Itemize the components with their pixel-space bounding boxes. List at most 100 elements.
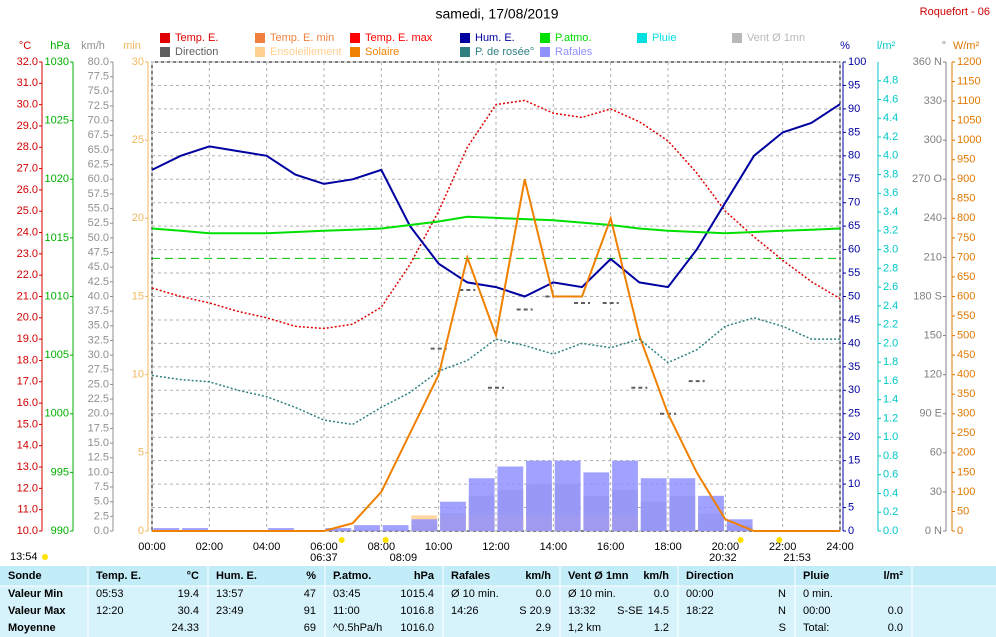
table-cell: 30.4: [178, 605, 199, 617]
table-cell: 00:00: [686, 588, 714, 600]
y-tick-label: 42.5: [88, 276, 109, 288]
y-tick-label: 37.5: [88, 305, 109, 317]
y-tick-label: 20: [848, 431, 860, 443]
bar: [354, 525, 380, 531]
axis-unit: °C: [19, 40, 31, 52]
legend-swatch: [540, 47, 550, 57]
table-cell: 12:20: [96, 605, 124, 617]
y-tick-label: 800: [957, 212, 975, 224]
event-marker: [776, 537, 783, 543]
table-cell: 18:22: [686, 605, 714, 617]
y-tick-label: 1030: [45, 56, 69, 68]
y-tick-label: 950: [957, 154, 975, 166]
y-tick-label: 300: [924, 134, 942, 146]
y-tick-label: 35.0: [88, 320, 109, 332]
table-cell: S 20.9: [519, 605, 551, 617]
y-tick-label: 1.2: [883, 412, 898, 424]
table-cell: 0.0: [536, 588, 551, 600]
y-tick-label: 21.0: [17, 290, 38, 302]
x-tick-label: 04:00: [253, 541, 281, 553]
y-tick-label: 28.0: [17, 141, 38, 153]
y-tick-label: 4.6: [883, 93, 898, 105]
bar: [698, 495, 724, 531]
y-tick-label: 1020: [45, 173, 69, 185]
y-tick-label: 240: [924, 212, 942, 224]
y-tick-label: 650: [957, 271, 975, 283]
y-tick-label: 22.5: [88, 393, 109, 405]
y-tick-label: 100: [848, 56, 866, 68]
table-cell: 00:00: [803, 605, 831, 617]
y-tick-label: 60: [930, 447, 942, 459]
legend-swatch: [637, 33, 647, 43]
y-tick-label: 2.6: [883, 281, 898, 293]
y-tick-label: 12.0: [17, 482, 38, 494]
y-tick-label: 75: [848, 173, 860, 185]
y-tick-label: 1200: [957, 56, 981, 68]
bar: [440, 501, 466, 531]
y-tick-label: 900: [957, 173, 975, 185]
y-tick-label: 47.5: [88, 246, 109, 258]
table-cell: Rafales: [451, 570, 490, 582]
y-tick-label: 15.0: [88, 437, 109, 449]
table-cell: 0.0: [654, 588, 669, 600]
y-tick-label: 11.0: [17, 504, 38, 516]
legend-swatch: [732, 33, 742, 43]
legend-swatch: [350, 47, 360, 57]
y-tick-label: 5: [138, 447, 144, 459]
y-tick-label: 30: [132, 56, 144, 68]
y-tick-label: 1005: [45, 349, 69, 361]
y-tick-label: 4.2: [883, 131, 898, 143]
table-cell: 05:53: [96, 588, 124, 600]
y-tick-label: 250: [957, 427, 975, 439]
y-tick-label: 52.5: [88, 217, 109, 229]
series-line: [151, 99, 841, 330]
bar: [669, 478, 696, 531]
table-cell: Total:: [803, 622, 829, 634]
y-tick-label: 30.0: [17, 99, 38, 111]
table-cell: 03:45: [333, 588, 361, 600]
y-tick-label: 5.0: [94, 496, 109, 508]
table-cell: 1016.0: [400, 622, 434, 634]
update-time: 13:54: [10, 551, 38, 563]
y-tick-label: 24.0: [17, 226, 38, 238]
legend-label: P. de rosée°: [475, 46, 534, 58]
table-cell: 2.9: [536, 622, 551, 634]
legend-swatch: [460, 33, 470, 43]
table-cell: l/m²: [883, 570, 903, 582]
axis-unit: °: [942, 40, 946, 52]
legend-swatch: [255, 33, 265, 43]
table-cell: hPa: [414, 570, 435, 582]
bar: [554, 460, 581, 531]
y-tick-label: 0: [138, 525, 144, 537]
bar: [612, 460, 638, 531]
x-tick-label: 06:00: [310, 541, 338, 553]
y-tick-label: 27.0: [17, 162, 38, 174]
y-tick-label: 80.0: [88, 56, 109, 68]
axis-unit: km/h: [81, 40, 105, 52]
y-tick-label: 18.0: [17, 354, 38, 366]
y-tick-label: 700: [957, 251, 975, 263]
axis-unit: hPa: [50, 40, 70, 52]
y-tick-label: 10: [848, 478, 860, 490]
table-cell: Vent Ø 1mn: [568, 570, 629, 582]
table-cell: 14:26: [451, 605, 479, 617]
legend-label: Solaire: [365, 46, 399, 58]
y-tick-label: 2.4: [883, 300, 898, 312]
legend-label: Ensoleillement: [270, 46, 342, 58]
y-tick-label: 32.5: [88, 334, 109, 346]
bar: [153, 528, 180, 531]
y-tick-label: 75.0: [88, 85, 109, 97]
y-tick-label: 270 O: [912, 173, 942, 185]
table-cell: 0 min.: [803, 588, 833, 600]
y-tick-label: 1.0: [883, 431, 898, 443]
y-tick-label: 20.0: [17, 312, 38, 324]
table-cell: P.atmo.: [333, 570, 371, 582]
table-cell: 14.5: [648, 605, 669, 617]
y-tick-label: 23.0: [17, 248, 38, 260]
y-tick-label: 65: [848, 220, 860, 232]
y-tick-label: 25.0: [17, 205, 38, 217]
y-tick-label: 57.5: [88, 188, 109, 200]
x-tick-label: 02:00: [196, 541, 224, 553]
table-cell: 19.4: [178, 588, 199, 600]
legend-label: P.atmo.: [555, 32, 592, 44]
